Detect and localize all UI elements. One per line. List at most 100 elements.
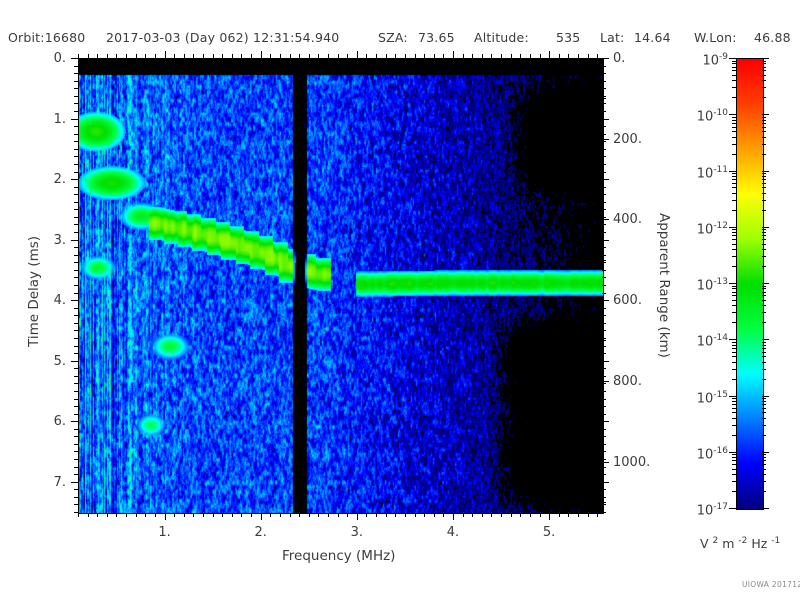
altitude-label: Altitude: <box>474 30 529 45</box>
colorbar-minor-tick <box>732 123 736 124</box>
x-axis-minor-tick <box>299 513 300 517</box>
y-axis-tick-label: 3. <box>53 232 66 248</box>
y2-axis-minor-tick <box>602 111 606 112</box>
x-axis-minor-tick <box>491 513 492 517</box>
y-axis-minor-tick <box>74 406 78 407</box>
y-axis-minor-tick <box>74 376 78 377</box>
y2-axis-minor-tick <box>602 414 606 415</box>
y-axis-minor-tick <box>74 504 78 505</box>
x-axis-minor-tick <box>386 513 387 517</box>
colorbar-minor-tick <box>732 200 736 201</box>
colorbar-minor-tick <box>762 187 766 188</box>
x-axis-minor-tick <box>511 513 512 517</box>
x-axis-minor-tick <box>588 513 589 517</box>
colorbar-minor-tick <box>732 379 736 380</box>
y2-axis-minor-tick <box>602 262 606 263</box>
x-axis-minor-tick <box>97 513 98 517</box>
colorbar-minor-tick <box>732 120 736 121</box>
x-axis-top-minor-tick <box>155 54 156 58</box>
y2-axis-minor-tick <box>602 512 606 513</box>
x-axis-tick-label: 3. <box>350 525 364 540</box>
y2-axis-major-tick <box>602 119 609 120</box>
colorbar-minor-tick <box>732 408 736 409</box>
ionogram-spectrogram <box>79 59 603 513</box>
x-axis-top-major-tick <box>453 51 454 58</box>
x-axis-top-minor-tick <box>366 54 367 58</box>
y-axis-minor-tick <box>74 429 78 430</box>
y2-axis-major-tick <box>602 462 609 463</box>
colorbar-minor-tick <box>732 352 736 353</box>
y-axis-minor-tick <box>74 96 78 97</box>
colorbar-minor-tick <box>762 345 766 346</box>
x-axis-top-minor-tick <box>443 54 444 58</box>
x-axis-top-minor-tick <box>280 54 281 58</box>
colorbar-major-tick <box>729 508 736 509</box>
x-axis-minor-tick <box>107 513 108 517</box>
y2-axis-tick-label: 600. <box>613 293 642 308</box>
y-axis-tick-label: 6. <box>53 414 66 430</box>
sza-value: 73.65 <box>418 30 455 45</box>
colorbar-major-tick <box>762 396 769 397</box>
colorbar-minor-tick <box>762 117 766 118</box>
colorbar-minor-tick <box>762 418 766 419</box>
colorbar-tick-label: 10-17 <box>696 502 728 519</box>
x-axis-minor-tick <box>126 513 127 517</box>
x-axis-top-minor-tick <box>472 54 473 58</box>
x-axis-top-minor-tick <box>463 54 464 58</box>
y2-axis-minor-tick <box>602 217 606 218</box>
y-axis-minor-tick <box>74 209 78 210</box>
colorbar-minor-tick <box>762 176 766 177</box>
x-axis-top-minor-tick <box>174 54 175 58</box>
colorbar-minor-tick <box>732 137 736 138</box>
x-axis-top-minor-tick <box>482 54 483 58</box>
colorbar-minor-tick <box>732 369 736 370</box>
y2-axis-major-tick <box>602 300 609 301</box>
colorbar-minor-tick <box>762 70 766 71</box>
y2-axis-minor-tick <box>602 459 606 460</box>
y-axis-minor-tick <box>74 224 78 225</box>
colorbar-minor-tick <box>762 80 766 81</box>
x-axis-tick-label: 4. <box>446 525 460 540</box>
colorbar-minor-tick <box>732 418 736 419</box>
y2-axis-minor-tick <box>602 497 606 498</box>
colorbar-minor-tick <box>762 322 766 323</box>
y-axis-major-tick <box>71 58 78 59</box>
colorbar-minor-tick <box>762 97 766 98</box>
x-axis-top-minor-tick <box>232 54 233 58</box>
y-axis-major-tick <box>71 240 78 241</box>
colorbar-minor-tick <box>732 97 736 98</box>
y-axis-minor-tick <box>74 277 78 278</box>
colorbar-minor-tick <box>762 457 766 458</box>
x-axis-top-minor-tick <box>203 54 204 58</box>
colorbar-major-tick <box>762 283 769 284</box>
watermark: UIOWA 20171221 <box>742 580 800 589</box>
y-axis-minor-tick <box>74 255 78 256</box>
y2-axis-minor-tick <box>602 353 606 354</box>
x-axis-top-minor-tick <box>386 54 387 58</box>
colorbar-minor-tick <box>762 356 766 357</box>
colorbar-minor-tick <box>762 137 766 138</box>
colorbar-major-tick <box>729 339 736 340</box>
x-axis-minor-tick <box>232 513 233 517</box>
y2-axis-minor-tick <box>602 368 606 369</box>
colorbar-minor-tick <box>762 249 766 250</box>
x-axis-top-minor-tick <box>501 54 502 58</box>
x-axis-top-minor-tick <box>415 54 416 58</box>
colorbar-minor-tick <box>762 173 766 174</box>
colorbar-minor-tick <box>762 404 766 405</box>
colorbar-minor-tick <box>762 210 766 211</box>
x-axis-minor-tick <box>376 513 377 517</box>
y2-axis-minor-tick <box>602 436 606 437</box>
x-axis-top-minor-tick <box>270 54 271 58</box>
colorbar-minor-tick <box>762 305 766 306</box>
x-axis-top-minor-tick <box>251 54 252 58</box>
y-axis-tick-label: 4. <box>53 293 66 309</box>
colorbar-minor-tick <box>732 425 736 426</box>
y-axis-minor-tick <box>74 247 78 248</box>
y2-axis-minor-tick <box>602 293 606 294</box>
x-axis-minor-tick <box>222 513 223 517</box>
y-axis-tick-label: 2. <box>53 172 66 188</box>
y2-axis-minor-tick <box>602 376 606 377</box>
colorbar-minor-tick <box>762 460 766 461</box>
y2-axis-major-tick <box>602 482 609 483</box>
